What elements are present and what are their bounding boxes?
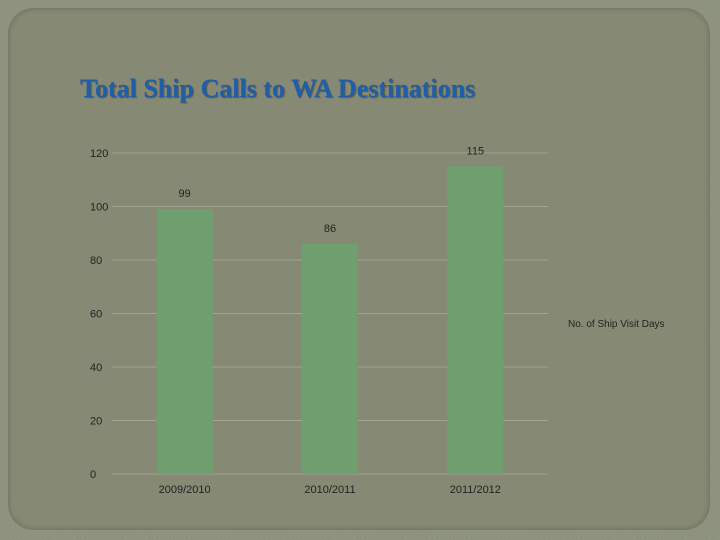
data-label: 99 xyxy=(179,188,191,200)
slide-title: Total Ship Calls to WA Destinations xyxy=(80,74,476,103)
y-tick-label: 40 xyxy=(90,362,102,374)
data-labels: 99 86 115 xyxy=(179,145,485,235)
bar-2011-2012 xyxy=(447,166,504,474)
y-tick-label: 120 xyxy=(90,148,108,160)
bar-2010-2011 xyxy=(302,243,358,474)
y-axis-ticks: 0 20 40 60 80 100 120 xyxy=(90,148,108,481)
x-tick-label: 2009/2010 xyxy=(159,484,211,496)
bars xyxy=(156,166,504,475)
x-tick-label: 2010/2011 xyxy=(304,484,355,496)
legend-entry-ship-visit-days: No. of Ship Visit Days xyxy=(568,319,665,330)
data-label: 86 xyxy=(324,223,336,235)
y-tick-label: 80 xyxy=(90,255,102,267)
data-label: 115 xyxy=(467,145,485,157)
bar-2009-2010 xyxy=(156,209,213,475)
y-tick-label: 20 xyxy=(90,416,102,428)
y-tick-label: 100 xyxy=(90,202,108,214)
y-tick-label: 0 xyxy=(90,469,96,481)
x-axis-ticks: 2009/2010 2010/2011 2011/2012 xyxy=(159,484,501,496)
x-tick-label: 2011/2012 xyxy=(450,484,501,496)
legend: No. of Ship Visit Days xyxy=(568,319,665,330)
y-tick-label: 60 xyxy=(90,309,102,321)
slide-panel xyxy=(8,8,710,530)
